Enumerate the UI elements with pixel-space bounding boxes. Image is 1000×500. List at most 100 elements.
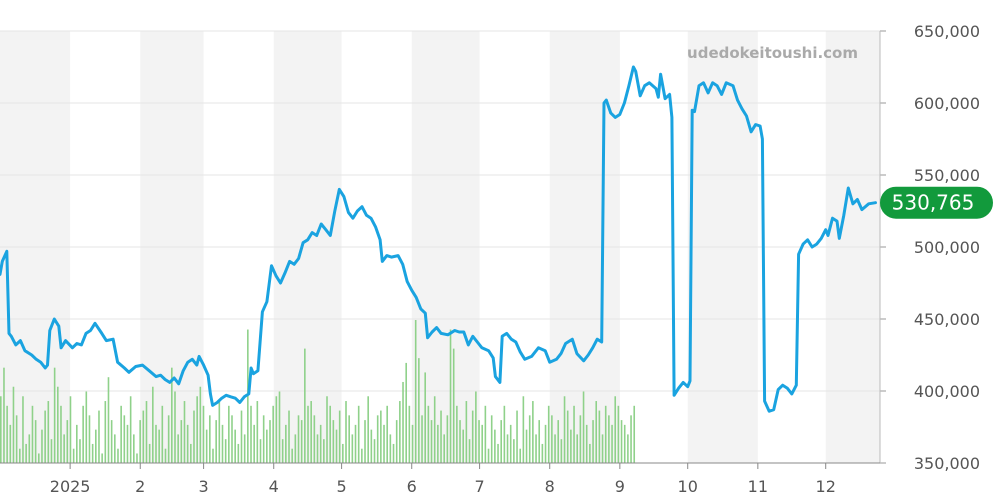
volume-bar xyxy=(123,415,126,463)
volume-bar xyxy=(50,439,53,463)
volume-bar xyxy=(395,420,398,463)
volume-bar xyxy=(376,415,379,463)
volume-bar xyxy=(95,429,97,463)
volume-bar xyxy=(136,453,138,463)
volume-bar xyxy=(433,396,436,463)
y-tick-label: 350,000 xyxy=(914,454,980,473)
volume-bar xyxy=(272,405,274,463)
volume-bar xyxy=(0,396,2,463)
volume-bar xyxy=(402,381,404,463)
volume-bar xyxy=(22,396,24,463)
volume-bar xyxy=(414,320,417,463)
volume-bar xyxy=(345,401,347,463)
volume-bar xyxy=(3,367,5,463)
volume-bar xyxy=(570,429,572,463)
volume-bar xyxy=(25,443,27,463)
volume-bar xyxy=(560,439,563,463)
volume-bar xyxy=(38,453,40,463)
volume-bar xyxy=(231,415,233,463)
volume-bar xyxy=(405,362,407,463)
volume-bar xyxy=(329,405,331,463)
price-line xyxy=(0,65,877,413)
volume-bar xyxy=(44,410,46,463)
volume-bar xyxy=(598,410,601,463)
volume-bar xyxy=(614,396,617,463)
volume-bar xyxy=(180,420,183,463)
x-tick-label: 3 xyxy=(199,477,209,496)
volume-bar xyxy=(142,410,145,463)
volume-bar xyxy=(437,424,439,463)
y-tick-label: 550,000 xyxy=(914,166,980,185)
volume-bar xyxy=(240,410,243,463)
x-tick-label: 5 xyxy=(337,477,347,496)
volume-bar xyxy=(582,391,585,463)
volume-bar xyxy=(66,420,69,463)
volume-bar xyxy=(209,415,211,463)
y-tick-label: 650,000 xyxy=(914,22,980,41)
volume-bar xyxy=(57,386,59,463)
volume-bar xyxy=(53,367,56,463)
volume-bar xyxy=(171,367,173,463)
volume-bar xyxy=(475,391,477,463)
last-value-label: 530,765 xyxy=(892,191,975,215)
volume-bar xyxy=(351,434,354,463)
volume-bar xyxy=(34,420,37,463)
volume-bar xyxy=(541,443,544,463)
volume-bar xyxy=(215,420,217,463)
volume-bar xyxy=(348,415,350,463)
volume-bar xyxy=(399,401,401,463)
volume-bar xyxy=(158,429,160,463)
volume-bar xyxy=(446,415,449,463)
volume-bar xyxy=(449,329,452,463)
volume-bar xyxy=(63,434,65,463)
volume-bar xyxy=(316,434,319,463)
volume-bar xyxy=(633,405,636,463)
volume-bar xyxy=(497,443,499,463)
volume-bar xyxy=(528,415,531,463)
volume-bar xyxy=(237,443,240,463)
volume-bar xyxy=(617,405,620,463)
volume-bar xyxy=(471,410,474,463)
volume-bar xyxy=(41,429,43,463)
volume-bar xyxy=(199,386,202,463)
volume-bar xyxy=(164,448,167,463)
volume-bar xyxy=(462,429,464,463)
volume-bar xyxy=(190,443,192,463)
volume-bar xyxy=(297,415,300,463)
volume-bar xyxy=(69,396,72,463)
volume-bar xyxy=(183,401,186,463)
volume-bar xyxy=(224,439,227,463)
volume-bar xyxy=(519,448,522,463)
volume-bar xyxy=(60,405,62,463)
volume-bar xyxy=(139,420,141,463)
volume-bar xyxy=(487,448,490,463)
volume-bar xyxy=(456,405,458,463)
x-tick-label: 2025 xyxy=(50,477,91,496)
x-tick-label: 10 xyxy=(678,477,698,496)
volume-bar xyxy=(566,410,569,463)
volume-bar xyxy=(313,415,316,463)
volume-bar xyxy=(481,424,483,463)
volume-bar xyxy=(490,415,493,463)
volume-bar xyxy=(623,424,626,463)
volume-bar xyxy=(544,424,547,463)
volume-bar xyxy=(418,358,420,463)
volume-bar xyxy=(611,424,613,463)
volume-bar xyxy=(126,424,129,463)
volume-bar xyxy=(307,405,309,463)
volume-bars xyxy=(0,320,636,463)
volume-bar xyxy=(72,448,75,463)
volume-bar xyxy=(627,434,629,463)
y-tick-label: 400,000 xyxy=(914,382,980,401)
volume-bar xyxy=(335,429,338,463)
volume-bar xyxy=(411,424,414,463)
volume-bar xyxy=(167,415,170,463)
last-value-badge-bg xyxy=(880,186,993,219)
volume-bar xyxy=(430,420,433,463)
volume-bar xyxy=(579,415,582,463)
volume-bar xyxy=(155,424,157,463)
volume-bar xyxy=(114,434,116,463)
x-tick-label: 12 xyxy=(816,477,836,496)
volume-bar xyxy=(205,429,208,463)
